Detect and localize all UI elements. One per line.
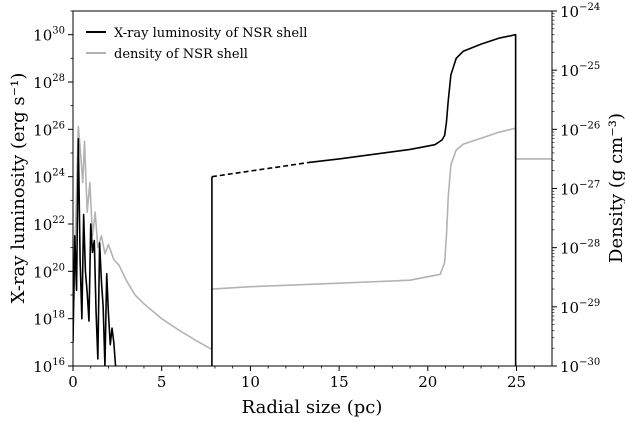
y-left-tick-label: 1018 [33, 310, 65, 329]
y-axis-left-label: X-ray luminosity (erg s⁻¹) [8, 73, 29, 304]
y-left-tick-label: 1022 [33, 215, 65, 234]
x-tick-label: 0 [68, 373, 78, 391]
y-left-tick-label: 1016 [33, 357, 65, 376]
y-right-tick-label: 10−28 [560, 239, 600, 258]
x-axis-label: Radial size (pc) [242, 397, 383, 418]
y-axis-left: 1016 1018 1020 1022 1024 1026 1028 1030 [33, 10, 73, 376]
x-tick-label: 5 [157, 373, 167, 391]
x-tick-label: 25 [507, 373, 526, 391]
y-left-tick-label: 1028 [33, 73, 65, 92]
legend-label-density: density of NSR shell [114, 47, 248, 62]
density-line-segment [211, 127, 552, 350]
y-left-tick-label: 1024 [33, 168, 65, 187]
luminosity-line-segment [73, 138, 117, 366]
legend-label-luminosity: X-ray luminosity of NSR shell [114, 26, 307, 41]
legend: X-ray luminosity of NSR shell density of… [86, 26, 307, 62]
x-tick-label: 15 [330, 373, 349, 391]
x-tick-label: 10 [241, 373, 260, 391]
y-left-tick-label: 1026 [33, 120, 65, 139]
luminosity-line-segment [211, 161, 310, 178]
plot-frame [72, 10, 553, 367]
y-right-tick-label: 10−27 [560, 180, 600, 199]
y-left-tick-label: 1030 [33, 26, 65, 45]
y-left-tick-label: 1020 [33, 262, 65, 281]
x-axis: 0 5 10 15 20 25 [68, 366, 535, 391]
series-layer [73, 33, 552, 366]
x-tick-label: 20 [418, 373, 437, 391]
y-right-tick-label: 10−30 [560, 357, 600, 376]
density-line-segment [73, 125, 213, 351]
luminosity-line-segment [308, 33, 517, 366]
y-right-tick-label: 10−29 [560, 298, 600, 317]
y-right-tick-label: 10−26 [560, 120, 600, 139]
y-right-tick-label: 10−25 [560, 61, 600, 80]
y-axis-right: 10−30 10−29 10−28 10−27 10−26 10−25 10−24 [552, 2, 600, 376]
y-axis-right-label: Density (g cm⁻³) [606, 113, 625, 263]
y-right-tick-label: 10−24 [560, 2, 600, 21]
